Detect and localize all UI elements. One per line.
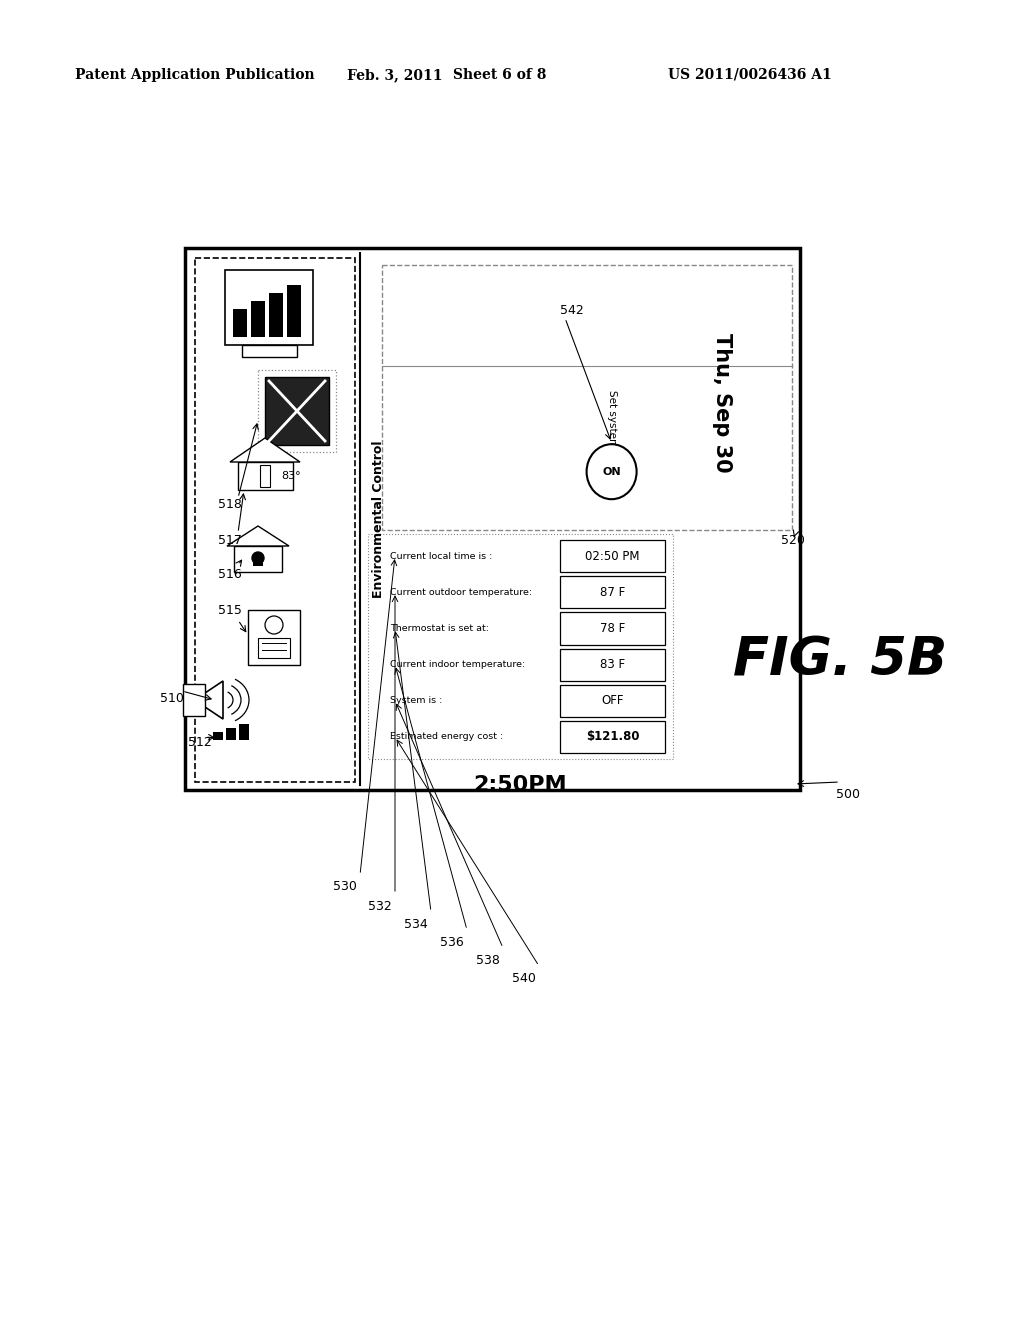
- Text: Current local time is :: Current local time is :: [390, 552, 493, 561]
- Text: 87 F: 87 F: [600, 586, 625, 599]
- Text: 2:50PM: 2:50PM: [473, 775, 567, 795]
- Bar: [183, 684, 205, 715]
- Text: Thermostat is set at:: Thermostat is set at:: [390, 624, 489, 632]
- Polygon shape: [230, 438, 300, 462]
- Bar: [226, 729, 236, 741]
- Bar: [225, 271, 313, 345]
- Text: FIG. 5B: FIG. 5B: [733, 634, 947, 686]
- Text: Estimated energy cost :: Estimated energy cost :: [390, 733, 503, 742]
- Bar: [213, 733, 223, 741]
- Text: 512: 512: [188, 735, 212, 748]
- Text: 520: 520: [781, 533, 805, 546]
- Bar: [269, 293, 283, 337]
- Text: 536: 536: [440, 936, 464, 949]
- Text: 510: 510: [160, 692, 184, 705]
- Circle shape: [265, 616, 283, 634]
- Text: 78 F: 78 F: [600, 622, 625, 635]
- Text: ON: ON: [602, 467, 621, 477]
- Text: 83°: 83°: [281, 471, 301, 480]
- Text: 530: 530: [333, 880, 357, 894]
- Text: 518: 518: [218, 499, 242, 511]
- Ellipse shape: [587, 445, 637, 499]
- Text: 517: 517: [218, 533, 242, 546]
- Bar: [248, 610, 300, 665]
- Text: Sheet 6 of 8: Sheet 6 of 8: [454, 69, 547, 82]
- Text: System is :: System is :: [390, 696, 442, 705]
- Bar: [560, 612, 665, 644]
- Polygon shape: [205, 681, 223, 719]
- Text: 538: 538: [476, 953, 500, 966]
- Text: Feb. 3, 2011: Feb. 3, 2011: [347, 69, 442, 82]
- Text: 542: 542: [560, 304, 584, 317]
- Text: 540: 540: [512, 972, 536, 985]
- Text: $121.80: $121.80: [586, 730, 639, 743]
- Text: 534: 534: [404, 917, 428, 931]
- Text: 83 F: 83 F: [600, 659, 625, 671]
- Bar: [560, 648, 665, 681]
- Bar: [239, 723, 249, 741]
- Bar: [233, 309, 247, 337]
- Text: 516: 516: [218, 568, 242, 581]
- Text: Thu, Sep 30: Thu, Sep 30: [713, 333, 732, 473]
- Bar: [195, 257, 355, 781]
- Text: 532: 532: [368, 899, 392, 912]
- Bar: [287, 285, 301, 337]
- Bar: [253, 558, 263, 566]
- Text: Current indoor temperature:: Current indoor temperature:: [390, 660, 525, 669]
- Text: 515: 515: [218, 603, 242, 616]
- Bar: [368, 535, 673, 759]
- Text: Set system to :: Set system to :: [606, 389, 616, 469]
- Bar: [560, 721, 665, 752]
- Bar: [251, 301, 265, 337]
- Bar: [242, 345, 297, 356]
- Bar: [258, 370, 336, 451]
- Text: US 2011/0026436 A1: US 2011/0026436 A1: [668, 69, 831, 82]
- Bar: [382, 265, 792, 531]
- Bar: [265, 378, 329, 445]
- Bar: [560, 685, 665, 717]
- Bar: [260, 465, 270, 487]
- Bar: [234, 546, 282, 572]
- Circle shape: [252, 552, 264, 564]
- Text: Patent Application Publication: Patent Application Publication: [75, 69, 314, 82]
- Bar: [185, 248, 800, 789]
- Bar: [238, 462, 293, 490]
- Bar: [258, 638, 290, 657]
- Text: Current outdoor temperature:: Current outdoor temperature:: [390, 587, 532, 597]
- Text: 500: 500: [836, 788, 860, 801]
- Text: 02:50 PM: 02:50 PM: [586, 549, 640, 562]
- Bar: [560, 540, 665, 572]
- Text: OFF: OFF: [601, 694, 624, 708]
- Text: Environmental Control: Environmental Control: [372, 441, 384, 598]
- Polygon shape: [227, 525, 289, 546]
- Bar: [560, 576, 665, 609]
